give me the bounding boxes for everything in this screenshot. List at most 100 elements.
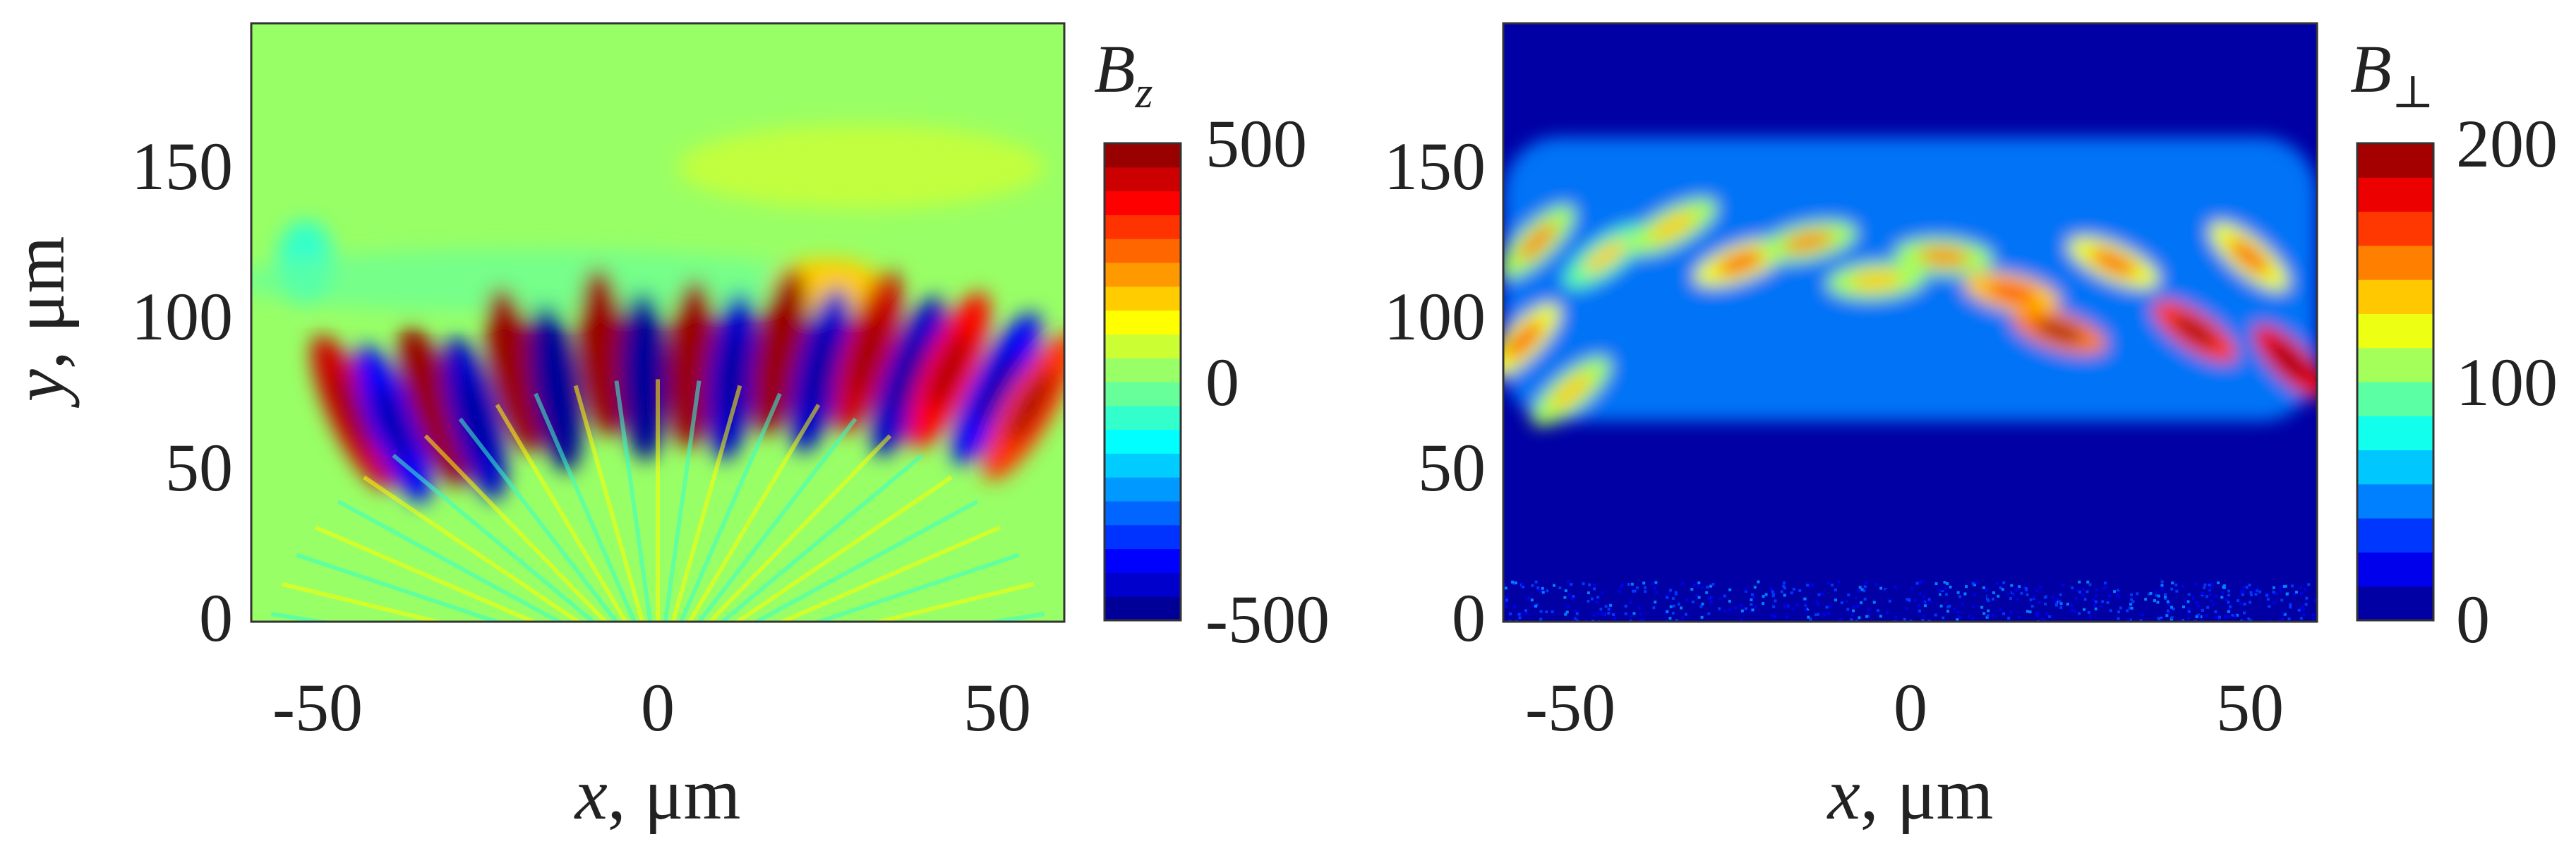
noise-speck xyxy=(1697,581,1701,584)
noise-speck xyxy=(2009,591,2012,594)
noise-speck xyxy=(2028,610,2032,614)
noise-speck xyxy=(2099,605,2102,608)
field-lobe-core xyxy=(852,311,884,393)
noise-speck xyxy=(1740,618,1743,622)
noise-speck xyxy=(2196,599,2200,603)
ripple-line xyxy=(423,434,609,622)
noise-speck xyxy=(2059,606,2063,610)
noise-speck xyxy=(2117,589,2120,592)
noise-speck xyxy=(2249,593,2253,596)
right-y-tick-label: 0 xyxy=(1452,580,1486,656)
noise-speck xyxy=(1918,581,1922,584)
noise-speck xyxy=(1671,596,1675,600)
noise-speck xyxy=(2223,615,2227,619)
noise-speck xyxy=(2059,602,2063,605)
noise-speck xyxy=(1921,618,1925,622)
noise-speck xyxy=(1642,611,1646,615)
noise-speck xyxy=(1846,608,1850,611)
noise-speck xyxy=(1956,591,1960,594)
noise-speck xyxy=(1740,593,1743,597)
noise-speck xyxy=(1831,602,1835,605)
noise-speck xyxy=(1575,612,1579,615)
noise-speck xyxy=(2205,614,2208,617)
noise-speck xyxy=(1862,589,1866,593)
noise-speck xyxy=(1503,601,1507,604)
noise-speck xyxy=(2174,583,2178,586)
noise-speck xyxy=(1823,613,1826,617)
noise-speck xyxy=(2215,594,2218,598)
noise-speck xyxy=(1987,599,1990,603)
left-panel: -50 0 50 0 50 100 150 x, μm y, μm Bz 500… xyxy=(0,22,1330,835)
noise-speck xyxy=(1922,615,1925,618)
noise-speck xyxy=(2035,589,2039,593)
noise-speck xyxy=(2066,593,2069,596)
noise-speck xyxy=(1806,608,1810,611)
noise-speck xyxy=(1530,598,1534,602)
noise-speck xyxy=(1754,605,1757,608)
noise-speck xyxy=(2130,606,2133,610)
noise-speck xyxy=(1513,605,1517,608)
noise-speck xyxy=(1590,597,1594,601)
right-x-tick-label: 0 xyxy=(1894,670,1927,745)
noise-speck xyxy=(1539,617,1543,621)
noise-speck xyxy=(2199,615,2203,618)
noise-speck xyxy=(1815,601,1819,604)
noise-speck xyxy=(1668,591,1671,595)
noise-speck xyxy=(2234,614,2237,617)
noise-speck xyxy=(1958,595,1962,598)
noise-speck xyxy=(2018,585,2021,589)
noise-speck xyxy=(2285,592,2289,596)
colorbar-level xyxy=(2357,143,2433,178)
noise-speck xyxy=(1798,592,1802,596)
noise-speck xyxy=(1546,589,1549,593)
noise-speck xyxy=(1551,610,1554,613)
noise-speck xyxy=(1968,615,1971,618)
noise-speck xyxy=(1894,615,1897,619)
left-x-tick-label: -50 xyxy=(272,670,363,745)
noise-speck xyxy=(2109,609,2112,613)
colorbar-level xyxy=(2357,552,2433,587)
right-y-tick-label: 50 xyxy=(1418,430,1486,505)
noise-speck xyxy=(2227,608,2231,611)
noise-speck xyxy=(2166,617,2169,621)
noise-speck xyxy=(2129,618,2132,622)
noise-speck xyxy=(2010,584,2014,587)
ripple-line xyxy=(534,392,637,622)
field-hotspot-core xyxy=(1551,373,1591,409)
ripple-line xyxy=(314,525,539,622)
noise-speck xyxy=(2274,592,2277,596)
noise-speck xyxy=(1700,586,1704,589)
noise-speck xyxy=(1680,606,1683,610)
colorbar-level xyxy=(2357,347,2433,382)
noise-speck xyxy=(1666,596,1669,599)
noise-speck xyxy=(2106,601,2109,604)
noise-speck xyxy=(1654,601,1657,604)
noise-speck xyxy=(1563,596,1567,599)
noise-speck xyxy=(1644,586,1647,589)
noise-speck xyxy=(1865,581,1868,584)
noise-speck xyxy=(1651,582,1654,586)
noise-speck xyxy=(2169,611,2173,615)
field-lobe-core xyxy=(807,329,834,412)
colorbar-level xyxy=(1105,429,1181,454)
field-lobe-core xyxy=(1007,369,1054,444)
noise-speck xyxy=(1750,603,1753,606)
noise-speck xyxy=(1932,602,1935,605)
noise-speck xyxy=(2030,604,2034,608)
noise-speck xyxy=(2299,617,2303,620)
noise-speck xyxy=(1511,580,1515,584)
noise-speck xyxy=(1745,589,1748,593)
noise-speck xyxy=(2160,580,2164,584)
noise-speck xyxy=(1837,580,1841,584)
left-colorbar-tick-label: 0 xyxy=(1205,344,1239,420)
right-x-tick-label: 50 xyxy=(2216,670,2284,745)
noise-speck xyxy=(1642,618,1645,622)
noise-speck xyxy=(1639,618,1642,622)
noise-speck xyxy=(2009,610,2013,614)
colorbar-level xyxy=(1105,191,1181,215)
noise-speck xyxy=(1654,581,1658,584)
colorbar-level xyxy=(2357,416,2433,451)
noise-speck xyxy=(2050,587,2053,591)
noise-speck xyxy=(2201,591,2204,595)
colorbar-level xyxy=(2357,518,2433,553)
